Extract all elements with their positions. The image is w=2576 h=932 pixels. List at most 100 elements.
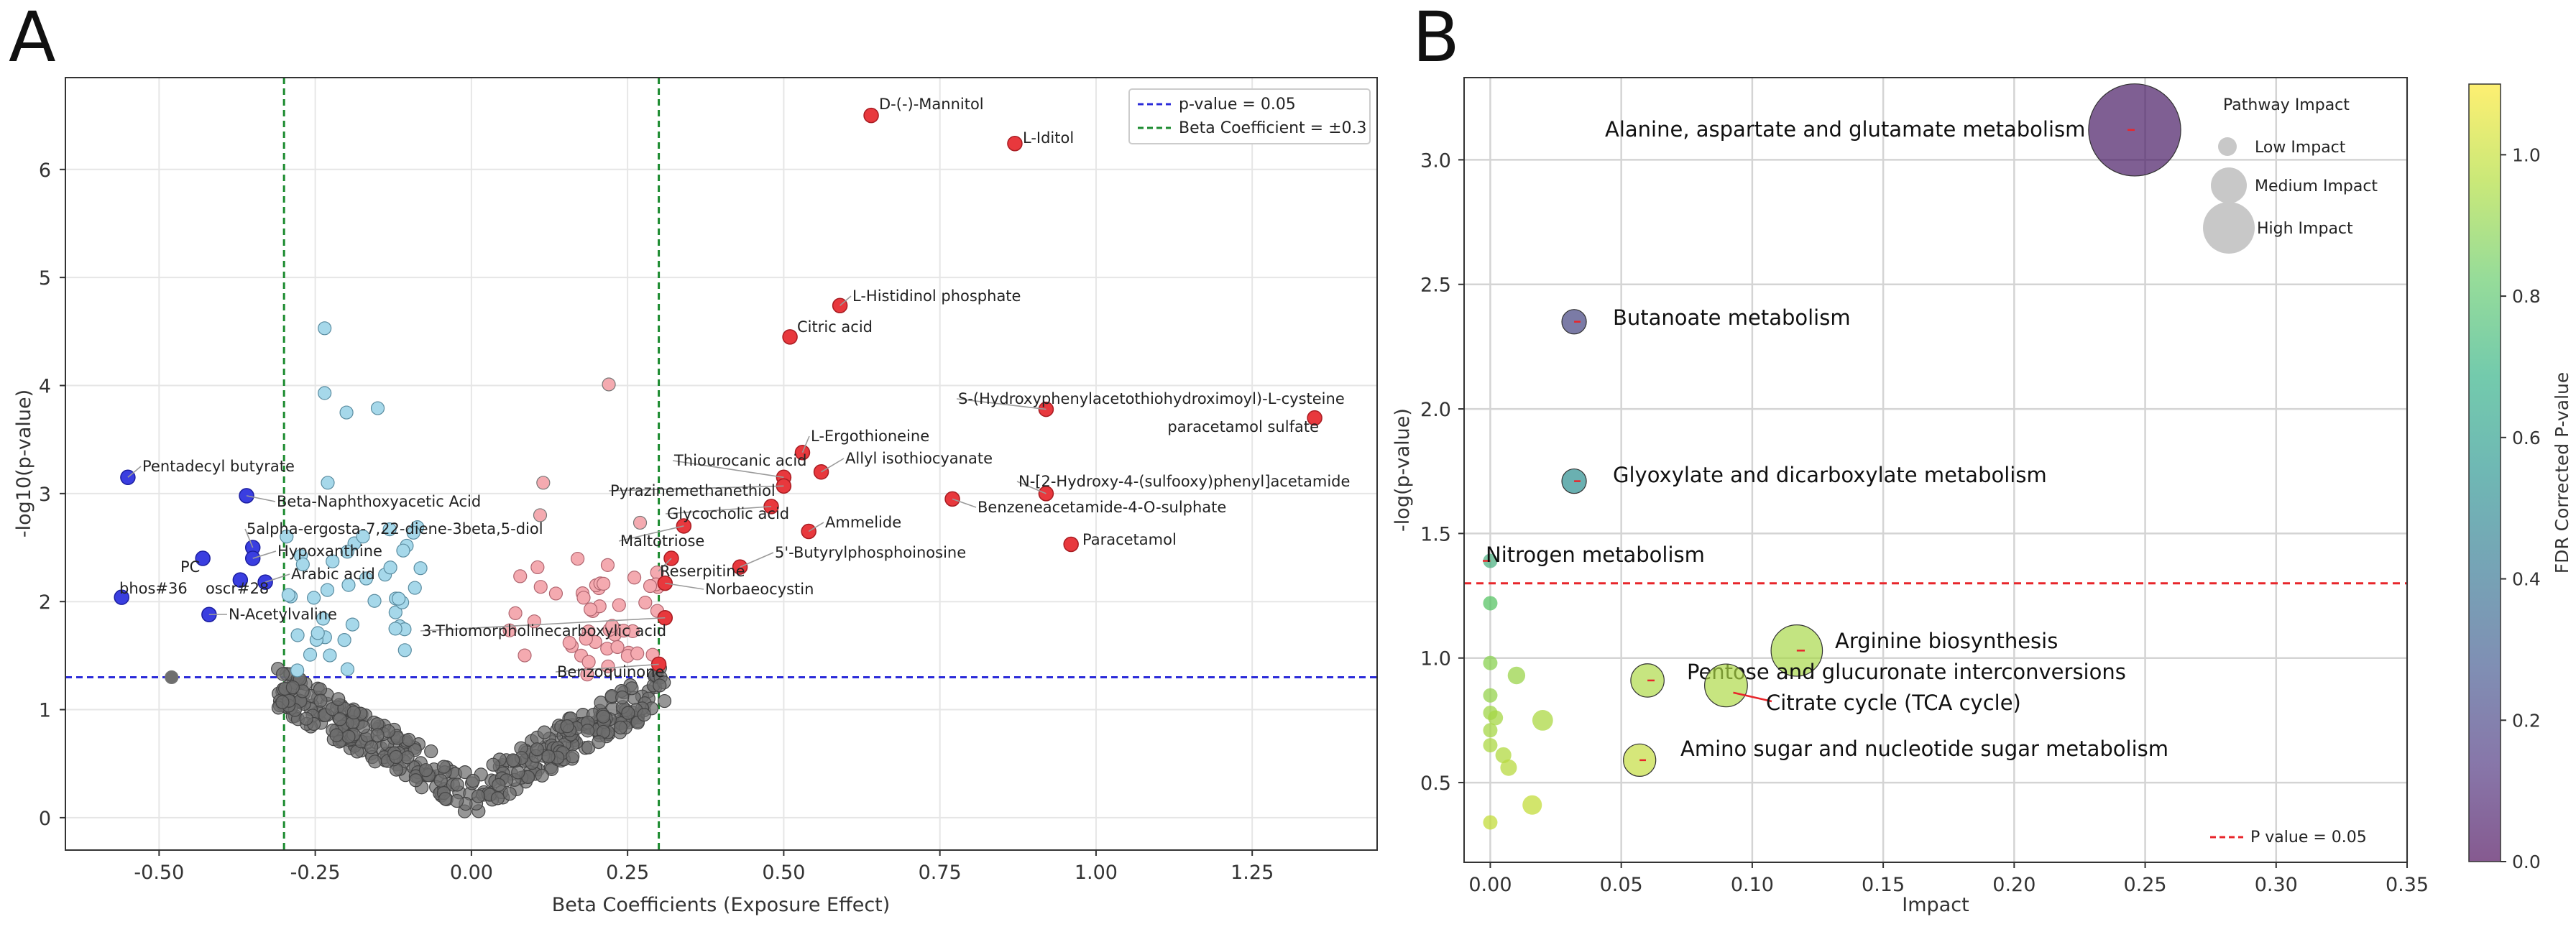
pathway-bubble: [1483, 655, 1498, 670]
volcano-bg-point: [337, 633, 351, 647]
volcano-bg-point: [466, 773, 480, 788]
pathway-x-tick-label: 0.10: [1731, 874, 1774, 896]
volcano-bg-point: [450, 778, 464, 792]
volcano-point-label: Arabic acid: [291, 566, 375, 583]
volcano-bg-point: [316, 612, 331, 626]
volcano-bg-point: [367, 594, 382, 608]
volcano-x-tick-label: 0.75: [919, 862, 962, 884]
legend-beta-label: Beta Coefficient = ±0.3: [1179, 119, 1367, 137]
volcano-bg-point: [280, 530, 294, 544]
volcano-bg-point: [400, 750, 415, 765]
volcano-x-tick-label: 0.25: [606, 862, 649, 884]
colorbar-tick-label: 0.0: [2512, 852, 2541, 872]
volcano-bg-point: [597, 576, 611, 591]
volcano-point-labels: D-(-)-Mannitol L-Iditol L-Histidinol phosp…: [119, 96, 1350, 680]
pathway-label-leader: [1733, 691, 1772, 703]
volcano-bg-point: [576, 591, 591, 605]
pathway-y-tick-label: 3.0: [1420, 149, 1451, 172]
volcano-bg-point: [613, 720, 627, 735]
volcano-x-tick-label: -0.25: [290, 862, 341, 884]
volcano-label-leader: [246, 495, 276, 502]
volcano-point-label: PC: [180, 558, 200, 576]
volcano-point-label: Citric acid: [797, 318, 873, 336]
volcano-label-leader: [665, 506, 772, 515]
pathway-y-tick-label: 2.5: [1420, 274, 1451, 297]
volcano-bg-point: [438, 792, 453, 806]
volcano-background-points: [165, 321, 672, 818]
pathway-label: Amino sugar and nucleotide sugar metabol…: [1680, 737, 2168, 761]
size-legend-title: Pathway Impact: [2223, 96, 2350, 114]
volcano-label-leader: [127, 466, 142, 478]
volcano-bg-point: [340, 662, 355, 676]
volcano-bg-point: [630, 646, 645, 660]
volcano-bg-point: [389, 749, 403, 765]
pathway-bubble: [1704, 663, 1748, 708]
volcano-bg-point: [333, 712, 347, 726]
pathway-x-tick-label: 0.20: [1992, 874, 2036, 896]
volcano-bg-point: [580, 668, 594, 682]
volcano-bg-point: [275, 695, 290, 709]
volcano-point-label: L-Iditol: [1023, 129, 1074, 147]
volcano-bg-point: [508, 606, 523, 620]
volcano-bg-point: [290, 663, 305, 678]
volcano-y-tick-label: 3: [39, 484, 51, 506]
volcano-point: [1307, 410, 1322, 426]
volcano-bg-point: [396, 543, 410, 558]
volcano-y-axis-label: -log10(p-value): [13, 389, 35, 537]
volcano-bg-point: [340, 545, 354, 559]
volcano-bg-point: [632, 515, 648, 530]
colorbar-ticks: 0.0 0.2 0.4 0.6 0.8 1.0: [2501, 144, 2541, 872]
volcano-bg-point: [601, 659, 615, 674]
volcano-bg-point: [657, 693, 672, 709]
volcano-bg-point: [638, 595, 653, 610]
pathway-label: Nitrogen metabolism: [1486, 543, 1705, 567]
pathway-bubble: [1500, 759, 1517, 776]
volcano-bg-point: [544, 762, 559, 776]
volcano-y-tick-label: 1: [39, 700, 51, 722]
volcano-bg-point: [392, 591, 406, 606]
threshold-legend: P value = 0.05: [2210, 829, 2367, 846]
volcano-bg-point: [471, 789, 486, 803]
volcano-bg-point: [536, 476, 551, 490]
volcano-label-leader: [618, 525, 684, 542]
size-legend-low-swatch: [2218, 137, 2237, 156]
volcano-bg-point: [610, 640, 625, 655]
pathway-x-tick-label: 0.30: [2255, 874, 2298, 896]
volcano-point: [195, 550, 211, 566]
volcano-x-tick-label: 0.50: [762, 862, 805, 884]
volcano-x-tick-label: 0.00: [450, 862, 493, 884]
pathway-label: Arginine biosynthesis: [1835, 629, 2058, 653]
volcano-bg-point: [339, 405, 354, 420]
volcano-bg-point: [382, 522, 397, 537]
volcano-point-label: L-Histidinol phosphate: [852, 287, 1021, 305]
pathway-bubble: [1507, 666, 1526, 685]
volcano-point-label: Norbaeocystin: [705, 581, 814, 598]
volcano-bg-point: [537, 725, 551, 739]
volcano-label-leader: [420, 617, 666, 632]
pathway-label: Citrate cycle (TCA cycle): [1766, 691, 2021, 715]
volcano-bg-point: [560, 719, 574, 734]
volcano-bg-point: [165, 670, 179, 685]
colorbar-tick-label: 0.2: [2512, 710, 2541, 731]
volcano-bg-point: [364, 740, 379, 755]
colorbar-gradient: [2469, 84, 2501, 862]
volcano-point-label: Glycocholic acid: [667, 505, 789, 522]
volcano-bg-point: [318, 321, 332, 336]
pathway-x-tick-label: 0.35: [2386, 874, 2429, 896]
volcano-bg-point: [571, 551, 585, 566]
volcano-point-label: Thiourocanic acid: [673, 452, 807, 469]
volcano-bg-point: [408, 581, 422, 595]
volcano-bg-point: [627, 571, 642, 585]
pathway-bubble: [1522, 795, 1542, 815]
volcano-bg-point: [370, 728, 385, 742]
volcano-bg-point: [548, 586, 564, 601]
volcano-bg-point: [313, 693, 328, 708]
volcano-x-axis-label: Beta Coefficients (Exposure Effect): [552, 894, 891, 916]
volcano-bg-point: [418, 763, 433, 778]
volcano-point-label: bhos#36: [119, 580, 188, 597]
volcano-label-leader: [672, 460, 784, 479]
volcano-gridlines: [65, 78, 1377, 850]
volcano-label-leader: [608, 485, 784, 492]
colorbar-frame: [2468, 83, 2501, 862]
pathway-x-tick-label: 0.15: [1862, 874, 1905, 896]
